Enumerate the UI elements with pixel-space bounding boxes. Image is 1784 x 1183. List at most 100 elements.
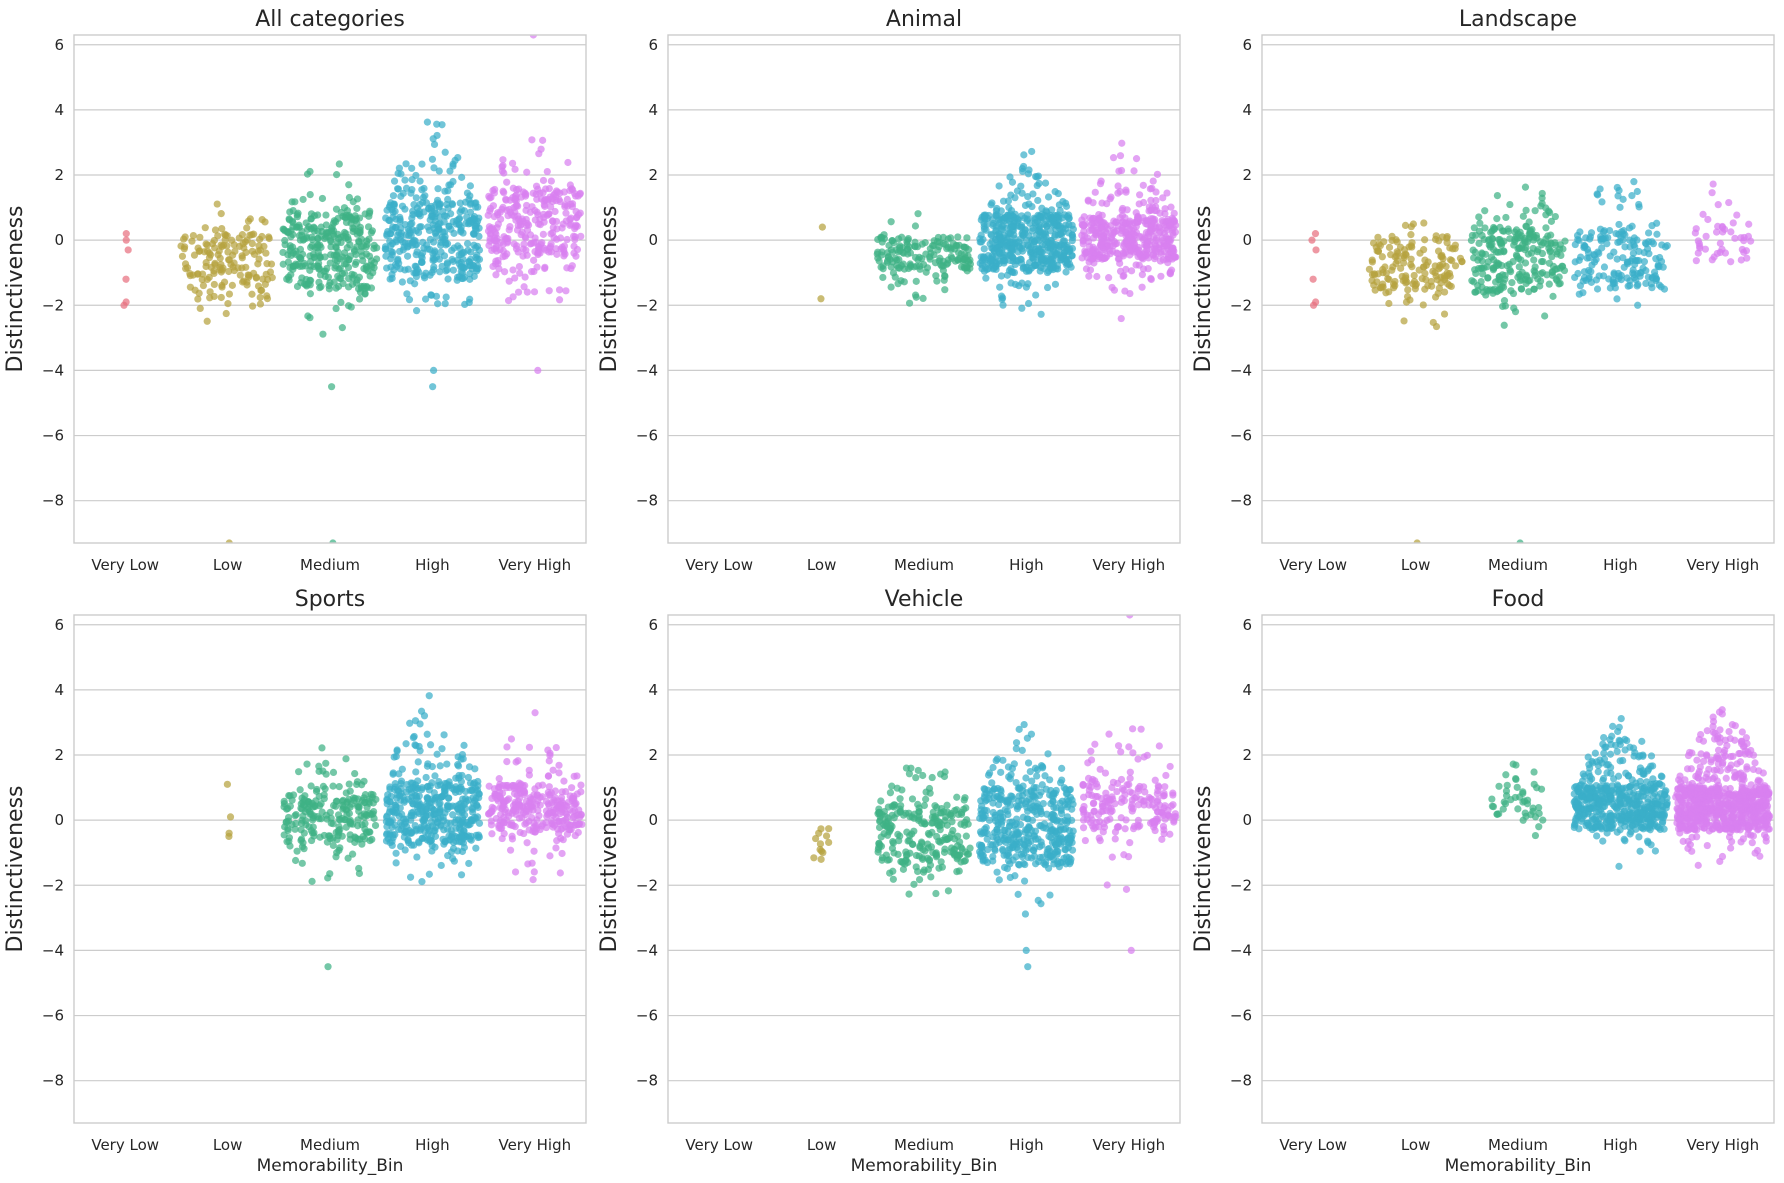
swarm-point	[279, 260, 287, 268]
swarm-point	[495, 775, 503, 783]
swarm-point	[941, 845, 949, 853]
swarm-point	[245, 273, 253, 281]
swarm-point	[309, 236, 317, 244]
swarm-point	[213, 200, 221, 208]
swarm-point	[265, 234, 273, 243]
swarm-point	[525, 766, 533, 774]
swarm-point-outlier	[329, 539, 337, 543]
swarm-point	[547, 203, 555, 211]
swarm-point	[457, 820, 465, 828]
swarm-point	[875, 840, 883, 848]
swarm-point	[422, 773, 430, 782]
swarm-point	[905, 770, 914, 778]
swarm-point	[1116, 152, 1125, 160]
swarm-point	[441, 300, 449, 308]
swarm-point	[392, 859, 400, 867]
swarm-point	[411, 237, 419, 245]
y-tick-label: 0	[54, 231, 64, 249]
swarm-point	[1470, 254, 1478, 262]
swarm-point	[1641, 239, 1650, 247]
swarm-point	[457, 783, 465, 791]
y-axis-label: Distinctiveness	[597, 206, 622, 373]
swarm-point	[1613, 255, 1621, 263]
swarm-point	[414, 777, 422, 785]
swarm-point	[1006, 873, 1014, 882]
swarm-point	[915, 815, 923, 823]
swarm-point	[913, 262, 921, 270]
swarm-point	[1480, 235, 1488, 244]
swarm-point	[1549, 292, 1557, 300]
swarm-point	[530, 288, 539, 296]
swarm-point	[1078, 231, 1086, 239]
swarm-point-outlier	[122, 236, 130, 244]
swarm-point	[1037, 310, 1045, 318]
y-tick-label: 2	[648, 746, 658, 764]
swarm-point	[1116, 187, 1124, 196]
swarm-point	[405, 296, 414, 304]
swarm-point	[1438, 251, 1446, 259]
swarm-point	[984, 771, 993, 779]
swarm-point	[1020, 843, 1028, 851]
swarm-point	[544, 772, 553, 780]
swarm-point	[1642, 279, 1650, 288]
y-tick-label: 6	[54, 616, 64, 634]
swarm-point	[1129, 725, 1137, 733]
swarm-point	[256, 300, 265, 308]
swarm-point	[888, 248, 896, 256]
swarm-point	[1653, 230, 1661, 238]
swarm-point	[440, 252, 449, 260]
swarm-point	[186, 270, 194, 278]
swarm-point	[440, 212, 449, 220]
swarm-point	[1655, 263, 1663, 271]
swarm-point	[542, 246, 550, 254]
swarm-point	[252, 273, 260, 281]
swarm-point	[547, 177, 555, 185]
swarm-point	[472, 244, 480, 252]
swarm-point	[292, 819, 300, 828]
swarm-point	[412, 794, 421, 802]
swarm-point	[326, 808, 334, 816]
swarm-point	[568, 262, 576, 270]
swarm-point	[1112, 219, 1120, 227]
swarm-point	[928, 813, 937, 821]
swarm-point	[266, 268, 275, 276]
swarm-point	[425, 226, 433, 235]
swarm-point	[445, 794, 453, 802]
swarm-point	[980, 785, 988, 793]
swarm-point	[976, 238, 984, 246]
swarm-point	[1729, 219, 1737, 227]
swarm-point	[993, 868, 1001, 876]
swarm-point	[571, 821, 579, 829]
panel-2: Landscape Distinctiveness −8−6−4−20246Ve…	[1191, 7, 1775, 574]
swarm-point	[1574, 269, 1582, 278]
swarm-point	[256, 235, 264, 243]
swarm-point	[306, 810, 314, 818]
swarm-point	[294, 209, 302, 217]
swarm-point	[947, 844, 956, 852]
swarm-point	[1147, 206, 1155, 214]
swarm-point	[1619, 195, 1627, 203]
swarm-point	[1108, 853, 1116, 861]
swarm-point	[902, 856, 910, 864]
swarm-point	[1584, 249, 1593, 257]
swarm-point	[1012, 778, 1020, 787]
swarm-point	[1506, 200, 1514, 209]
swarm-point	[568, 784, 576, 792]
swarm-point	[812, 834, 820, 843]
swarm-point	[336, 844, 344, 852]
swarm-point	[545, 783, 553, 791]
swarm-point	[460, 741, 468, 749]
swarm-point	[1089, 255, 1097, 263]
swarm-point	[1111, 800, 1119, 808]
x-tick-label: Very Low	[685, 1136, 753, 1154]
swarm-point	[1499, 283, 1508, 291]
swarm-point	[1699, 210, 1707, 218]
axes-frame	[1261, 34, 1775, 544]
swarm-point	[888, 844, 897, 852]
swarm-point	[436, 268, 444, 276]
swarm-point	[1543, 271, 1551, 279]
swarm-point	[1098, 211, 1106, 219]
swarm-point	[563, 235, 571, 244]
swarm-point	[225, 290, 234, 298]
swarm-point	[1109, 154, 1118, 162]
